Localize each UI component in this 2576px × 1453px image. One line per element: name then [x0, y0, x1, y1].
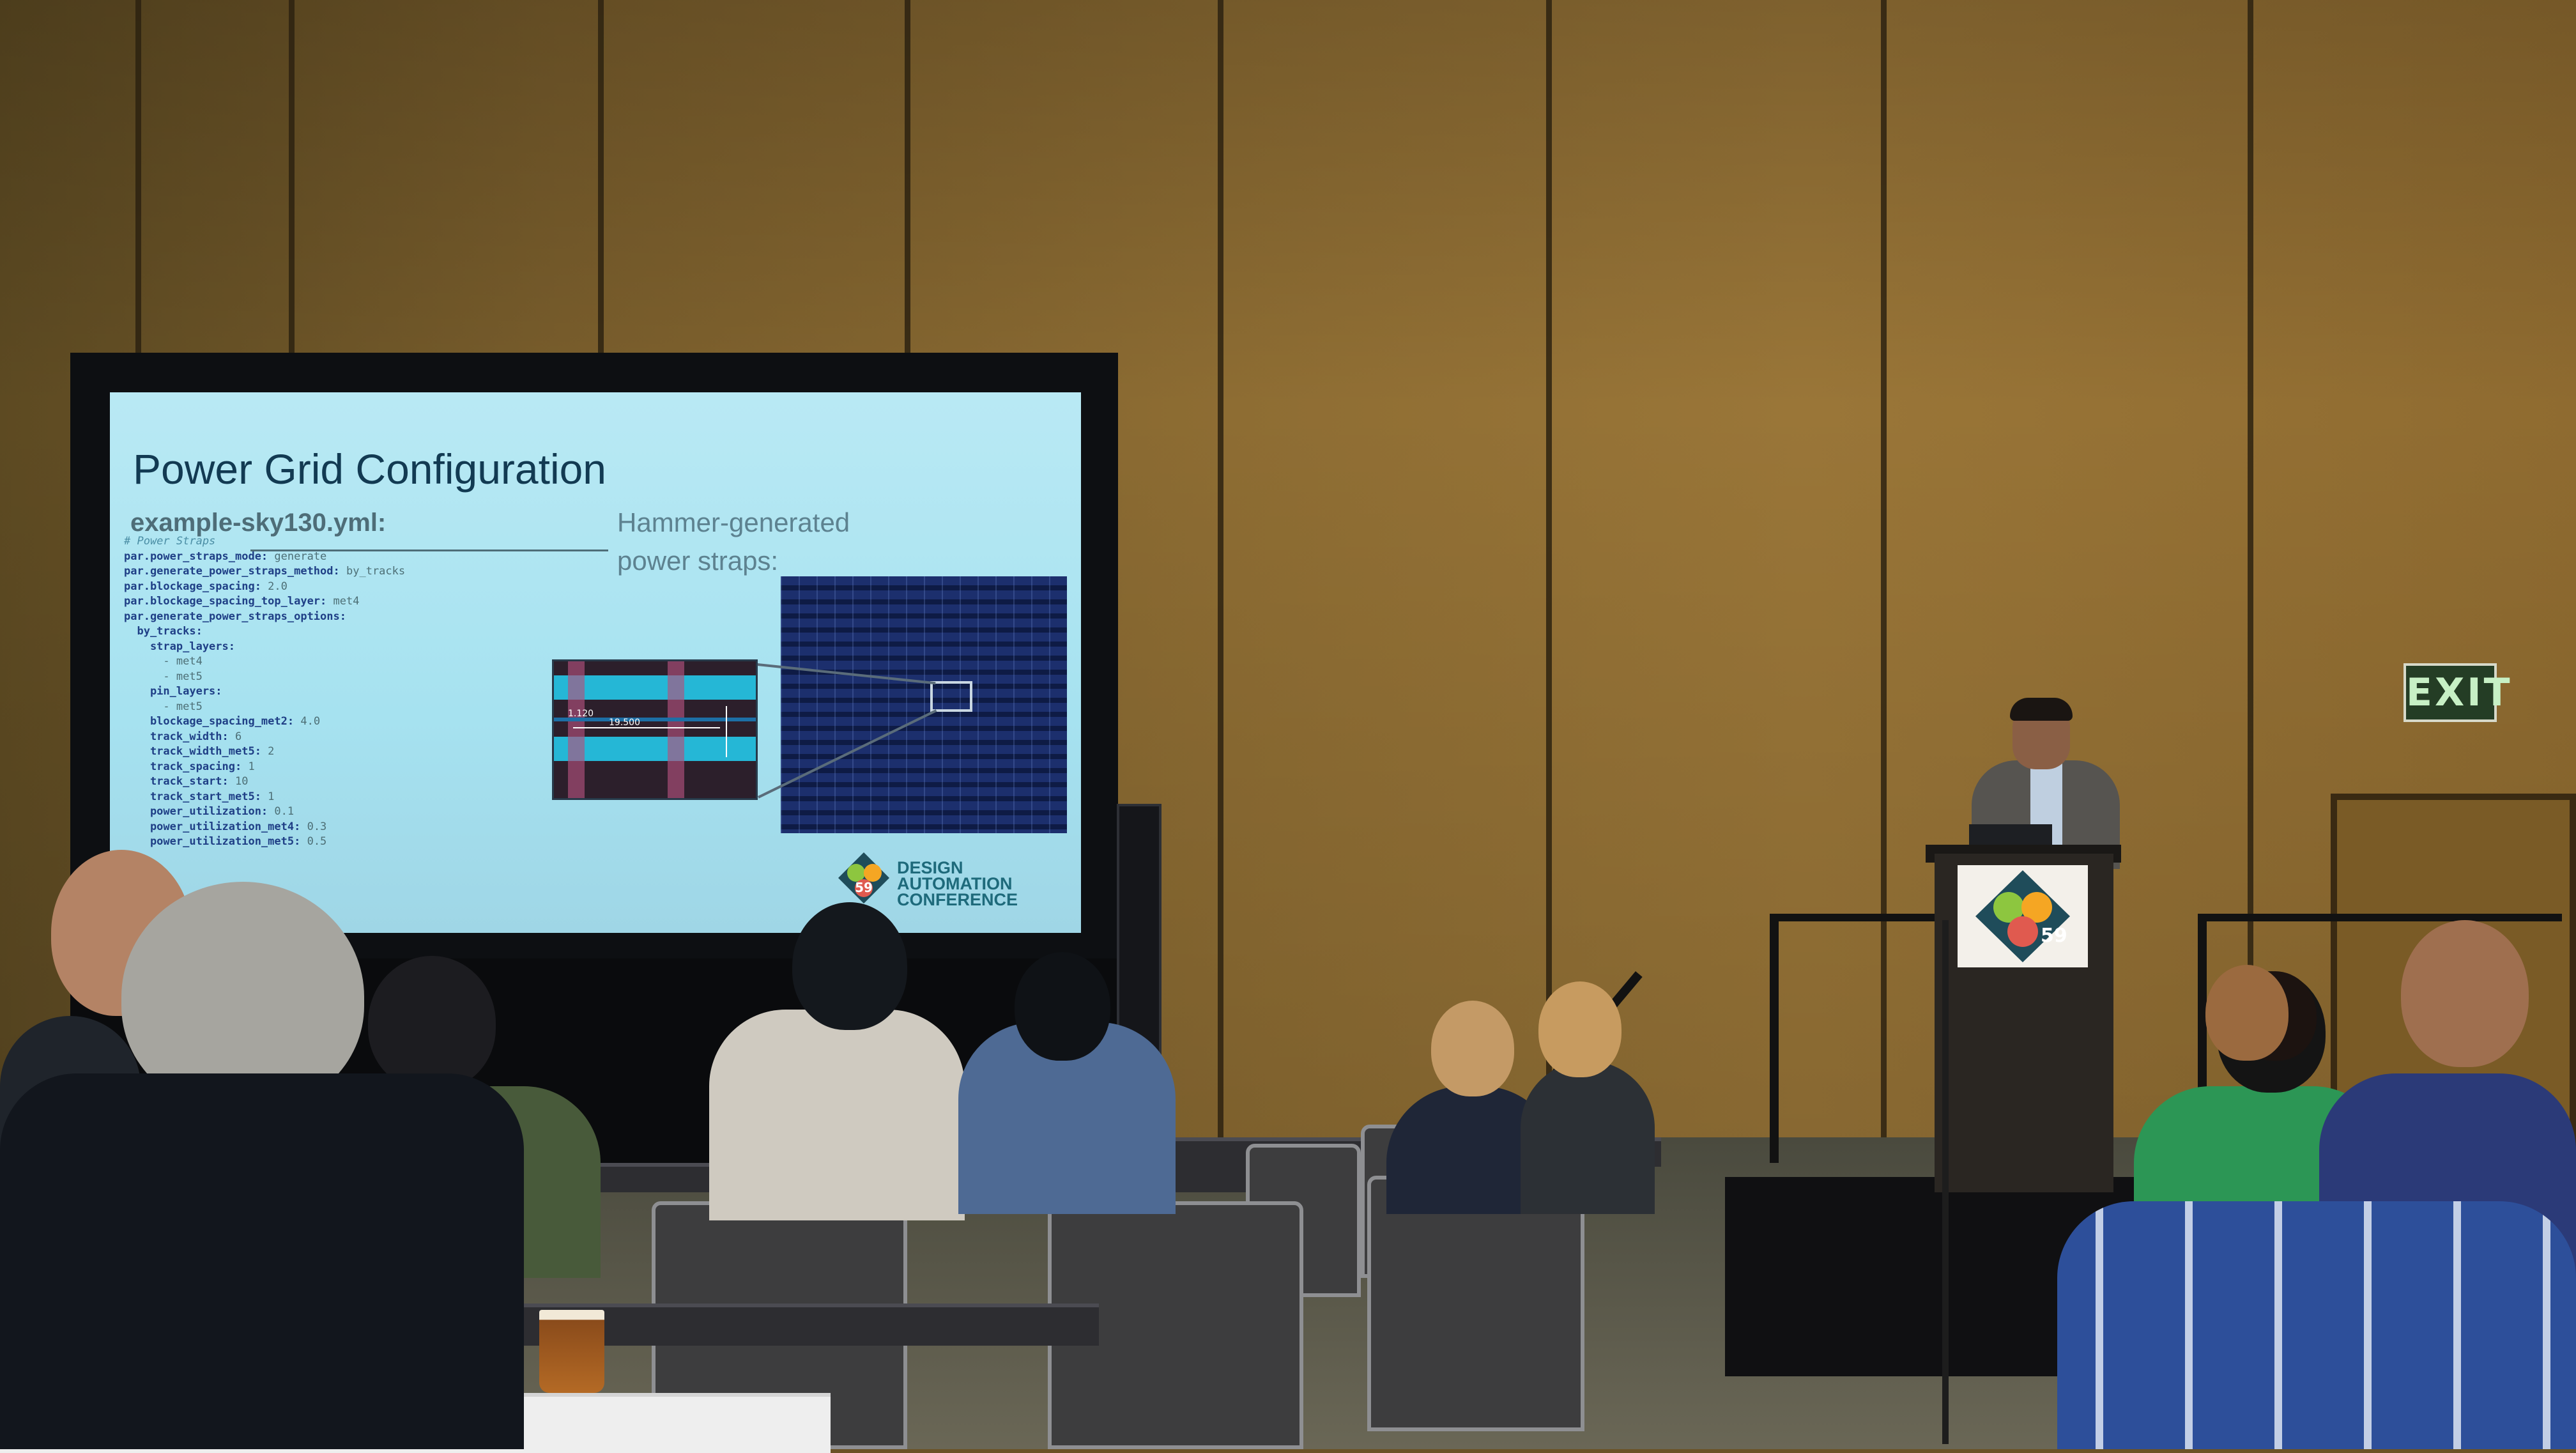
podium-logo-icon: 59: [1975, 870, 2070, 962]
code-line: pin_layers:: [124, 685, 222, 698]
zoomed-straps-inset: 1.120 19.500: [552, 659, 758, 800]
dac-logo-number: 59: [855, 880, 873, 895]
code-line: strap_layers:: [124, 640, 235, 653]
code-line: by_tracks:: [124, 625, 203, 638]
code-line: par.blockage_spacing_top_layer: met4: [124, 595, 360, 608]
attendee-head: [2401, 920, 2529, 1067]
attendee-vest: [1521, 1061, 1655, 1214]
code-line: blockage_spacing_met2: 4.0: [124, 715, 321, 728]
attendee-head: [1015, 952, 1110, 1061]
code-line: - met5: [124, 700, 203, 713]
microphone-stand: [1942, 920, 1949, 1444]
code-line: par.power_straps_mode: generate: [124, 550, 327, 563]
coffee-cup: [539, 1310, 604, 1393]
slide-sublabel: Hammer-generated power straps:: [617, 504, 850, 580]
attendee-plaid-shirt: [2057, 1201, 2576, 1449]
dac-logo-line1: DESIGN: [897, 858, 963, 877]
attendee-head: [1431, 1001, 1514, 1096]
code-line: track_start: 10: [124, 775, 249, 788]
slide-sublabel-line1: Hammer-generated: [617, 507, 850, 537]
code-line: track_spacing: 1: [124, 760, 255, 773]
dac-logo-icon: 59: [838, 852, 889, 903]
dac-logo-line3: CONFERENCE: [897, 890, 1018, 909]
wall-panel-seam: [1546, 0, 1552, 1163]
attendee-head: [792, 902, 907, 1030]
slide-heading-underline: [250, 550, 608, 551]
stage-railing: [1770, 914, 1779, 1163]
code-line: track_start_met5: 1: [124, 790, 275, 803]
podium-logo-number: 59: [2041, 925, 2067, 947]
attendee-head: [2205, 965, 2288, 1061]
code-line: # Power Straps: [124, 535, 216, 548]
attendee-head: [1538, 981, 1621, 1077]
exit-sign: EXIT: [2404, 663, 2510, 722]
dac-logo-line2: AUTOMATION: [897, 874, 1013, 893]
slide-filename-heading: example-sky130.yml:: [130, 509, 387, 537]
code-line: par.blockage_spacing: 2.0: [124, 580, 288, 593]
speaker-hair: [2010, 698, 2073, 721]
dac-logo-text: DESIGN AUTOMATION CONFERENCE: [897, 858, 1018, 909]
code-line: par.generate_power_straps_method: by_tra…: [124, 565, 406, 578]
code-line: power_utilization: 0.1: [124, 805, 295, 818]
inset-dimension-b: 19.500: [609, 718, 640, 728]
straps-highlight-box: [930, 681, 972, 712]
inset-dimension-a: 1.120: [568, 709, 594, 719]
wall-panel-seam: [1218, 0, 1223, 1163]
code-line: track_width: 6: [124, 730, 242, 743]
podium-sign: 59: [1958, 865, 2088, 967]
zoomed-straps-graphic: 1.120 19.500: [554, 661, 756, 798]
attendee-black-shirt: [0, 1073, 524, 1449]
stage-railing: [2204, 914, 2562, 921]
code-line: power_utilization_met5: 0.5: [124, 835, 327, 848]
yaml-code-block: # Power Straps par.power_straps_mode: gen…: [124, 534, 405, 850]
wall-panel-seam: [2248, 0, 2253, 1163]
code-line: track_width_met5: 2: [124, 745, 275, 758]
attendee-head: [368, 956, 496, 1090]
generated-power-straps-image: [781, 576, 1067, 833]
presentation-slide: Power Grid Configuration example-sky130.…: [110, 392, 1081, 933]
slide-sublabel-line2: power straps:: [617, 546, 779, 576]
attendee-patterned-shirt: [709, 1010, 965, 1220]
empty-chair: [1367, 1176, 1584, 1431]
code-line: power_utilization_met4: 0.3: [124, 820, 327, 833]
wall-panel-seam: [1881, 0, 1887, 1163]
code-line: - met4: [124, 655, 203, 668]
code-line: par.generate_power_straps_options:: [124, 610, 346, 623]
slide-title: Power Grid Configuration: [133, 445, 607, 493]
code-line: - met5: [124, 670, 203, 683]
stage-railing: [1770, 914, 1961, 921]
